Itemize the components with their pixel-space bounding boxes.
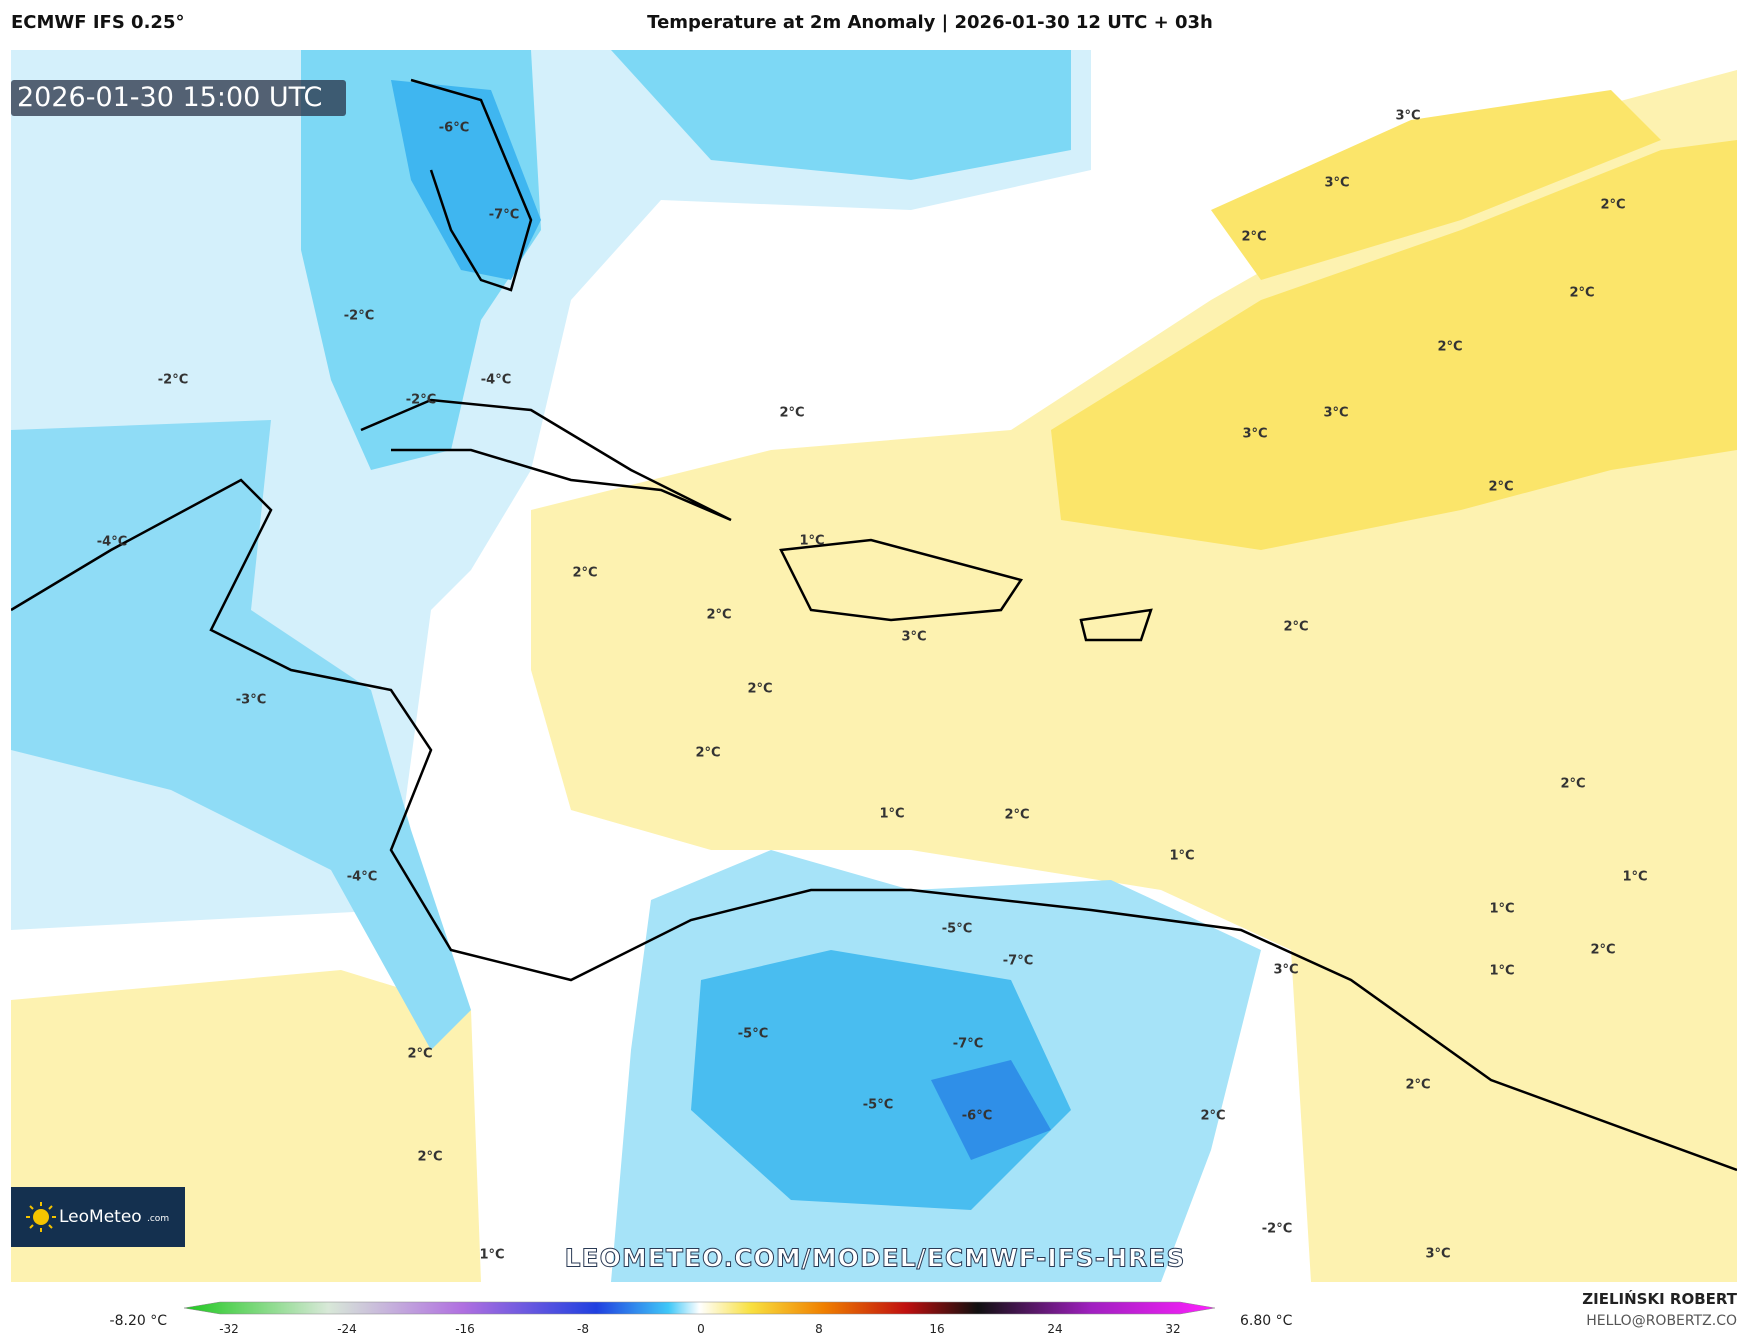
colorbar-tick-label: 32 [1165, 1322, 1181, 1336]
credit-contact: HELLO@ROBERTZ.CO [1586, 1313, 1737, 1329]
temperature-label: -4°C [346, 869, 378, 885]
temperature-label: 1°C [879, 806, 905, 822]
map [11, 50, 1737, 1282]
colorbar-tick-label: 8 [815, 1322, 823, 1336]
colorbar-tick-label: -32 [219, 1322, 239, 1336]
temperature-label: 3°C [1324, 175, 1350, 191]
temperature-label: 1°C [1489, 901, 1515, 917]
logo: LeoMeteo .com [11, 1187, 185, 1247]
temperature-label: -5°C [941, 921, 973, 937]
temperature-label: 2°C [417, 1149, 443, 1165]
temperature-label: -2°C [405, 392, 437, 408]
logo-suffix: .com [147, 1214, 170, 1224]
temperature-label: 2°C [1241, 229, 1267, 245]
coastline [11, 478, 1737, 1172]
cold-core-area [931, 1060, 1051, 1160]
timestamp-box: 2026-01-30 15:00 UTC [11, 80, 346, 116]
temperature-label: -6°C [961, 1108, 993, 1124]
temperature-label: 1°C [1622, 869, 1648, 885]
temperature-label: 3°C [1395, 108, 1421, 124]
temperature-label: -2°C [1261, 1221, 1293, 1237]
coastline [360, 398, 732, 522]
temperature-label: 2°C [1283, 619, 1309, 635]
temperature-label: 2°C [1590, 942, 1616, 958]
temperature-label: 2°C [1600, 197, 1626, 213]
temperature-label: -3°C [235, 692, 267, 708]
temperature-label: 3°C [1273, 962, 1299, 978]
temperature-label: 2°C [1437, 339, 1463, 355]
map-title: Temperature at 2m Anomaly | 2026-01-30 1… [647, 12, 1213, 33]
temperature-label: 2°C [1200, 1108, 1226, 1124]
temperature-label: 2°C [779, 405, 805, 421]
temperature-label: -4°C [96, 534, 128, 550]
temperature-label: -5°C [737, 1026, 769, 1042]
logo-brand: LeoMeteo [59, 1207, 142, 1227]
cold-core-area [391, 80, 541, 280]
colorbar-tick-label: -24 [337, 1322, 357, 1336]
temperature-label: 2°C [1569, 285, 1595, 301]
temperature-label: 2°C [695, 745, 721, 761]
temperature-label: 3°C [1323, 405, 1349, 421]
temperature-label: 1°C [1489, 963, 1515, 979]
temperature-label: 3°C [901, 629, 927, 645]
coastline [1079, 608, 1153, 642]
temperature-label: 3°C [1425, 1246, 1451, 1262]
colorbar-bar [183, 1301, 1216, 1315]
temperature-label: -7°C [488, 207, 520, 223]
logo-sun [26, 1202, 56, 1232]
colorbar-max: 6.80 °C [1240, 1313, 1293, 1329]
temperature-label: -6°C [438, 120, 470, 136]
coastline [779, 538, 1024, 622]
timestamp: 2026-01-30 15:00 UTC [17, 82, 323, 113]
colorbar-min: -8.20 °C [109, 1313, 167, 1329]
temperature-label: -2°C [343, 308, 375, 324]
colorbar-tick-label: 16 [929, 1322, 945, 1336]
coastlines [11, 78, 1737, 1172]
temperature-label: 2°C [572, 565, 598, 581]
warm-anomaly-area [1311, 930, 1737, 1282]
temperature-label: -5°C [862, 1097, 894, 1113]
temperature-label: 2°C [706, 607, 732, 623]
colorbar-tick-label: 24 [1047, 1322, 1063, 1336]
temperature-label: 1°C [799, 533, 825, 549]
watermark: LEOMETEO.COM/MODEL/ECMWF-IFS-HRES [564, 1243, 1186, 1273]
warm-core-area [1211, 90, 1661, 280]
temperature-label: 2°C [1405, 1077, 1431, 1093]
temperature-label: 2°C [747, 681, 773, 697]
colorbar-tick-label: 0 [697, 1322, 705, 1336]
colorbar-tick-label: -16 [455, 1322, 475, 1336]
temperature-label: 3°C [1242, 426, 1268, 442]
colorbar-tick-label: -8 [577, 1322, 589, 1336]
colorbar [183, 1301, 1216, 1315]
coastline [410, 78, 533, 292]
temperature-label: 2°C [1488, 479, 1514, 495]
temperature-label: 2°C [1560, 776, 1586, 792]
warm-core-area [1051, 140, 1737, 550]
temperature-label: -7°C [952, 1036, 984, 1052]
credit-author: ZIELIŃSKI ROBERT [1582, 1290, 1737, 1308]
temperature-label: 2°C [407, 1046, 433, 1062]
temperature-label: 2°C [1004, 807, 1030, 823]
model-name: ECMWF IFS 0.25° [11, 12, 185, 33]
cold-anomaly-area [611, 50, 1071, 180]
temperature-label: -4°C [480, 372, 512, 388]
temperature-label: 1°C [479, 1247, 505, 1263]
temperature-label: 1°C [1169, 848, 1195, 864]
temperature-label: -7°C [1002, 953, 1034, 969]
temperature-label: -2°C [157, 372, 189, 388]
cold-anomaly-area [11, 420, 471, 1050]
